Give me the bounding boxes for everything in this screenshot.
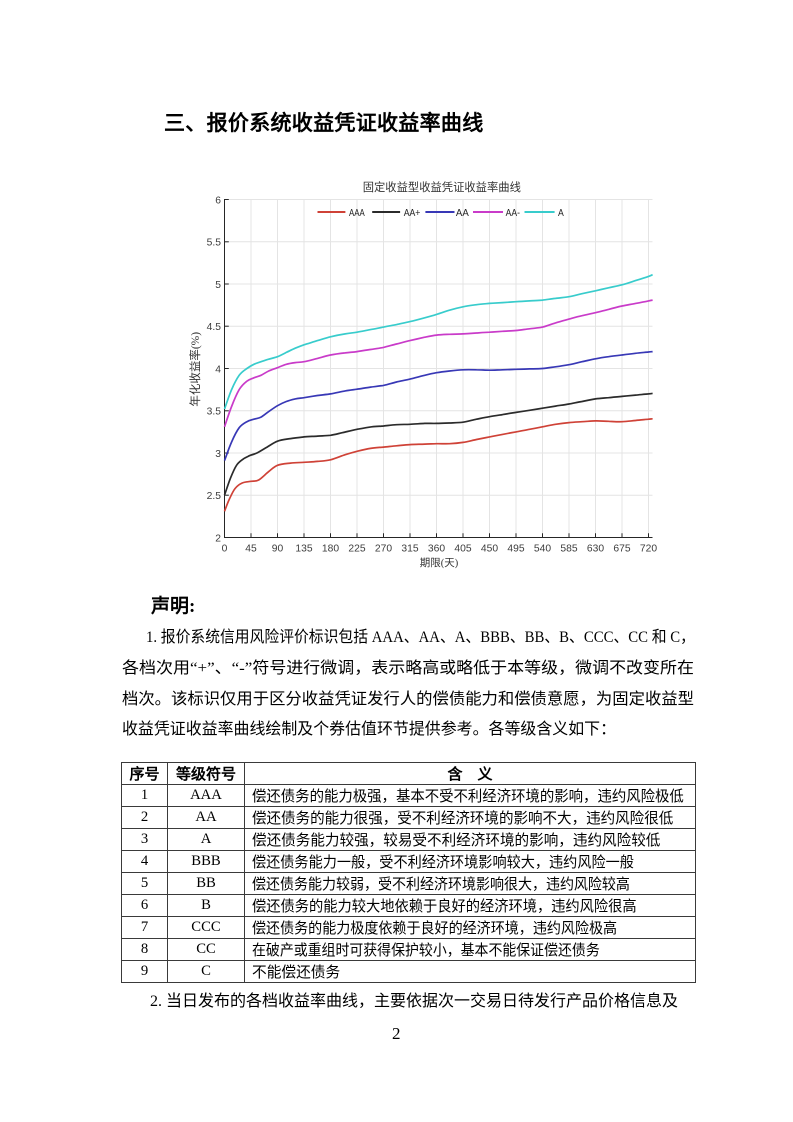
svg-text:675: 675	[613, 544, 630, 555]
svg-text:5.5: 5.5	[207, 238, 222, 249]
svg-text:720: 720	[640, 544, 657, 555]
svg-text:2.5: 2.5	[207, 491, 222, 502]
svg-text:180: 180	[322, 544, 339, 555]
svg-text:AA: AA	[456, 208, 469, 219]
svg-text:405: 405	[454, 544, 471, 555]
svg-text:5: 5	[215, 280, 221, 291]
svg-text:450: 450	[481, 544, 498, 555]
svg-text:3: 3	[215, 449, 221, 460]
svg-text:4: 4	[215, 364, 221, 375]
svg-text:315: 315	[401, 544, 418, 555]
svg-text:585: 585	[560, 544, 577, 555]
svg-text:270: 270	[375, 544, 392, 555]
svg-text:6: 6	[215, 195, 221, 206]
svg-text:225: 225	[348, 544, 365, 555]
svg-text:A: A	[558, 208, 564, 219]
svg-text:45: 45	[245, 544, 257, 555]
svg-text:90: 90	[272, 544, 284, 555]
svg-text:3.5: 3.5	[207, 407, 222, 418]
svg-text:年化收益率(%): 年化收益率(%)	[188, 332, 202, 407]
svg-text:360: 360	[428, 544, 445, 555]
svg-text:630: 630	[587, 544, 604, 555]
svg-text:固定收益型收益凭证收益率曲线: 固定收益型收益凭证收益率曲线	[363, 180, 521, 194]
svg-text:4.5: 4.5	[207, 322, 222, 333]
svg-text:期限(天): 期限(天)	[420, 557, 459, 569]
svg-text:AA+: AA+	[404, 208, 421, 219]
svg-text:495: 495	[507, 544, 524, 555]
svg-text:0: 0	[222, 544, 228, 555]
svg-text:AAA: AAA	[349, 208, 365, 219]
svg-text:135: 135	[295, 544, 312, 555]
svg-text:540: 540	[534, 544, 551, 555]
svg-text:AA-: AA-	[506, 208, 520, 219]
svg-text:2: 2	[215, 533, 221, 544]
